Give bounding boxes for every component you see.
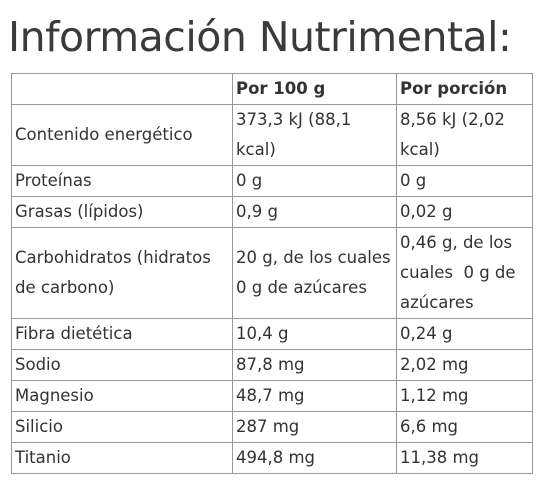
row-label: Contenido energético bbox=[11, 104, 233, 166]
value-cell: 373,3 kJ (88,1 kcal) bbox=[232, 104, 397, 166]
value-cell: 287 mg bbox=[232, 411, 397, 443]
row-label: Silicio bbox=[11, 411, 233, 443]
row-label: Titanio bbox=[11, 442, 233, 474]
value-cell: 0,46 g, de los cuales 0 g de azúcares bbox=[396, 227, 533, 319]
table-row: Fibra dietética 10,4 g 0,24 g bbox=[11, 318, 533, 350]
value-cell: 20 g, de los cuales 0 g de azúcares bbox=[232, 227, 397, 319]
value-cell: 48,7 mg bbox=[232, 380, 397, 412]
table-row: Sodio 87,8 mg 2,02 mg bbox=[11, 349, 533, 381]
value-cell: 0,02 g bbox=[396, 196, 533, 228]
value-cell: 1,12 mg bbox=[396, 380, 533, 412]
row-label: Magnesio bbox=[11, 380, 233, 412]
value-cell: 0,9 g bbox=[232, 196, 397, 228]
table-row: Magnesio 48,7 mg 1,12 mg bbox=[11, 380, 533, 412]
value-cell: 0 g bbox=[396, 165, 533, 197]
table-row: Silicio 287 mg 6,6 mg bbox=[11, 411, 533, 443]
header-row: Por 100 g Por porción bbox=[11, 73, 533, 105]
table-row: Grasas (lípidos) 0,9 g 0,02 g bbox=[11, 196, 533, 228]
value-cell: 6,6 mg bbox=[396, 411, 533, 443]
row-label: Sodio bbox=[11, 349, 233, 381]
title: Información Nutrimental: bbox=[8, 13, 512, 61]
table-row: Carbohidratos (hidratos de carbono) 20 g,… bbox=[11, 227, 533, 319]
row-label: Fibra dietética bbox=[11, 318, 233, 350]
value-cell: 0,24 g bbox=[396, 318, 533, 350]
value-cell: 494,8 mg bbox=[232, 442, 397, 474]
value-cell: 87,8 mg bbox=[232, 349, 397, 381]
nutrition-table: Por 100 g Por porción Contenido energétic… bbox=[11, 73, 533, 474]
row-label: Carbohidratos (hidratos de carbono) bbox=[11, 227, 233, 319]
value-cell: 10,4 g bbox=[232, 318, 397, 350]
row-label: Grasas (lípidos) bbox=[11, 196, 233, 228]
table-row: Titanio 494,8 mg 11,38 mg bbox=[11, 442, 533, 474]
value-cell: 2,02 mg bbox=[396, 349, 533, 381]
table-row: Contenido energético 373,3 kJ (88,1 kcal)… bbox=[11, 104, 533, 166]
header-cell: Por porción bbox=[396, 73, 533, 105]
value-cell: 0 g bbox=[232, 165, 397, 197]
header-cell: Por 100 g bbox=[232, 73, 397, 105]
row-label: Proteínas bbox=[11, 165, 233, 197]
value-cell: 8,56 kJ (2,02 kcal) bbox=[396, 104, 533, 166]
header-cell bbox=[11, 73, 233, 105]
value-cell: 11,38 mg bbox=[396, 442, 533, 474]
